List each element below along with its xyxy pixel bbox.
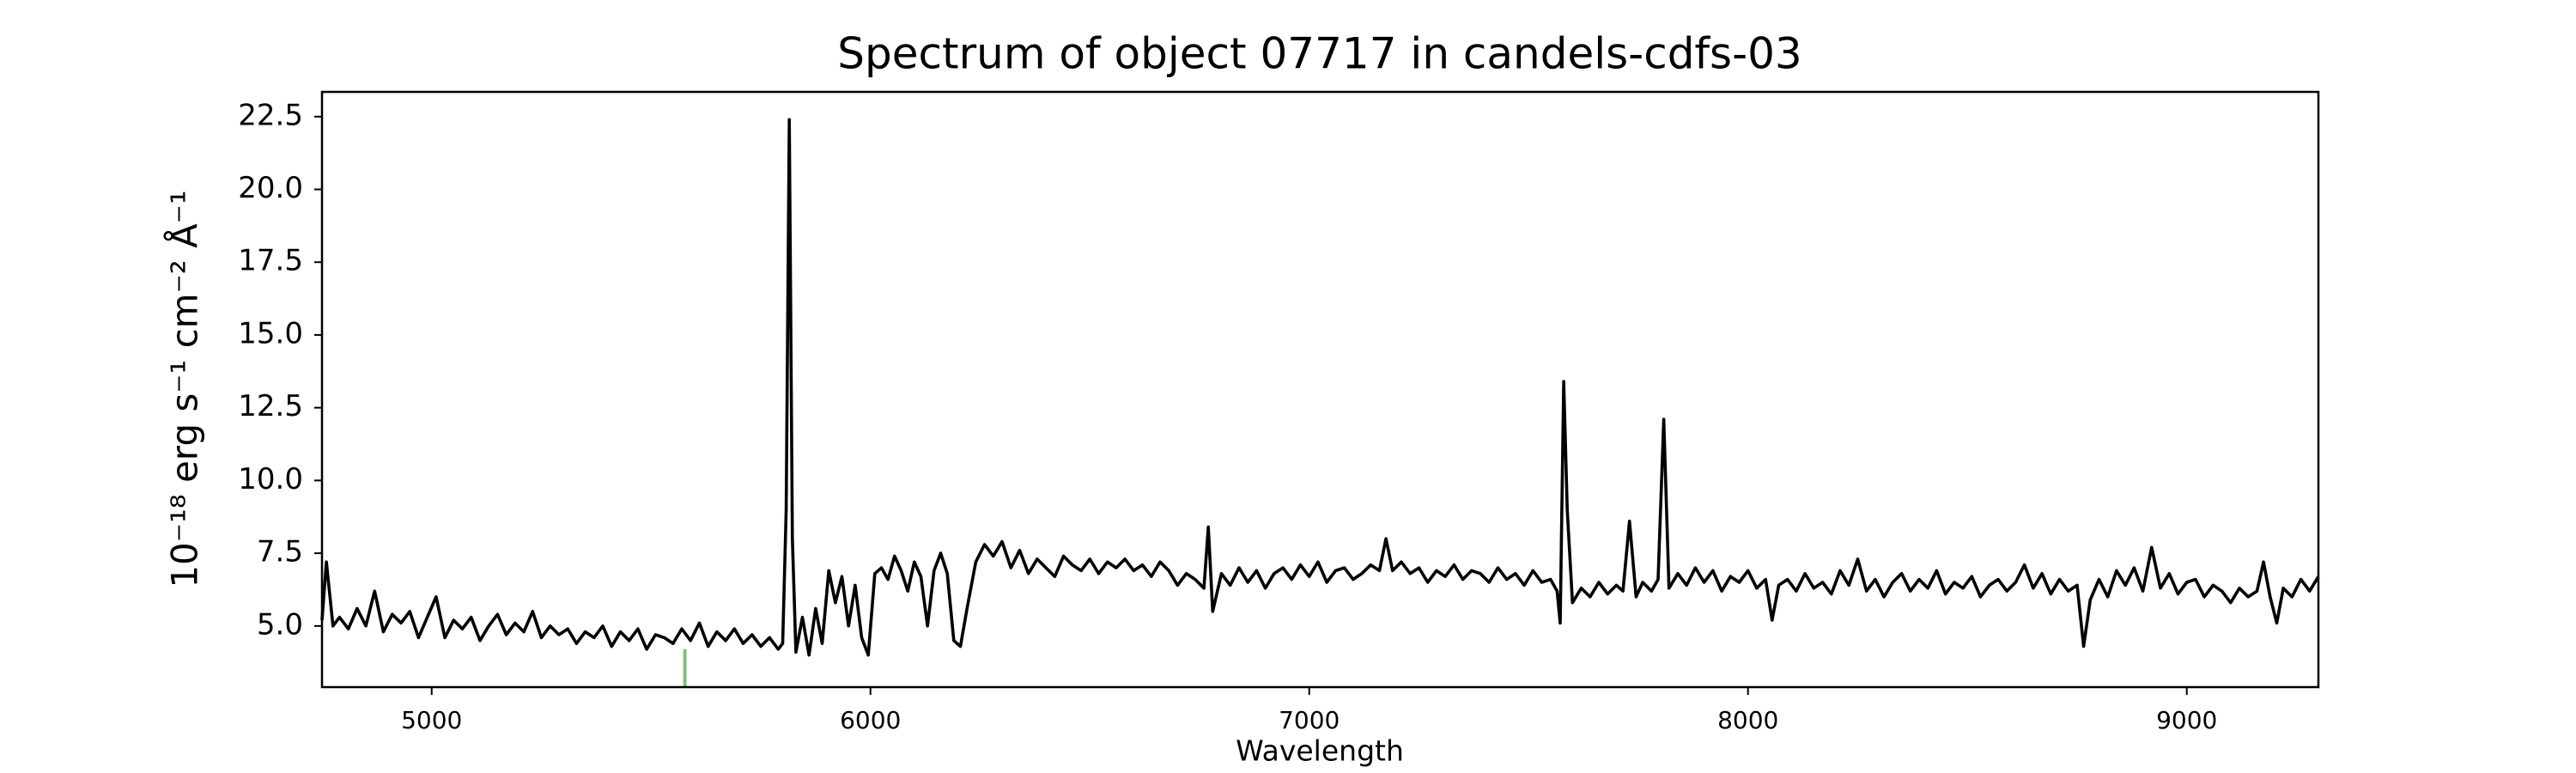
y-tick-label: 7.5 [257,535,303,569]
y-tick-label: 20.0 [238,171,303,205]
y-tick-label: 5.0 [257,607,303,642]
y-tick-label: 22.5 [238,98,303,132]
x-tick-label: 7000 [1279,706,1340,734]
x-tick-label: 6000 [840,706,901,734]
y-axis-label: 10⁻¹⁸ erg s⁻¹ cm⁻² Å⁻¹ [163,190,206,587]
x-axis-label: Wavelength [1236,734,1404,768]
spectrum-line [320,118,2320,657]
x-tick-label: 8000 [1717,706,1778,734]
x-tick-label: 5000 [401,706,462,734]
y-tick-label: 10.0 [238,462,303,496]
y-tick-label: 17.5 [238,244,303,278]
chart-title: Spectrum of object 07717 in candels-cdfs… [837,29,1802,79]
x-tick-label: 9000 [2156,706,2217,734]
y-tick-label: 15.0 [238,316,303,350]
plot-frame [320,90,2320,689]
y-tick-label: 12.5 [238,389,303,423]
